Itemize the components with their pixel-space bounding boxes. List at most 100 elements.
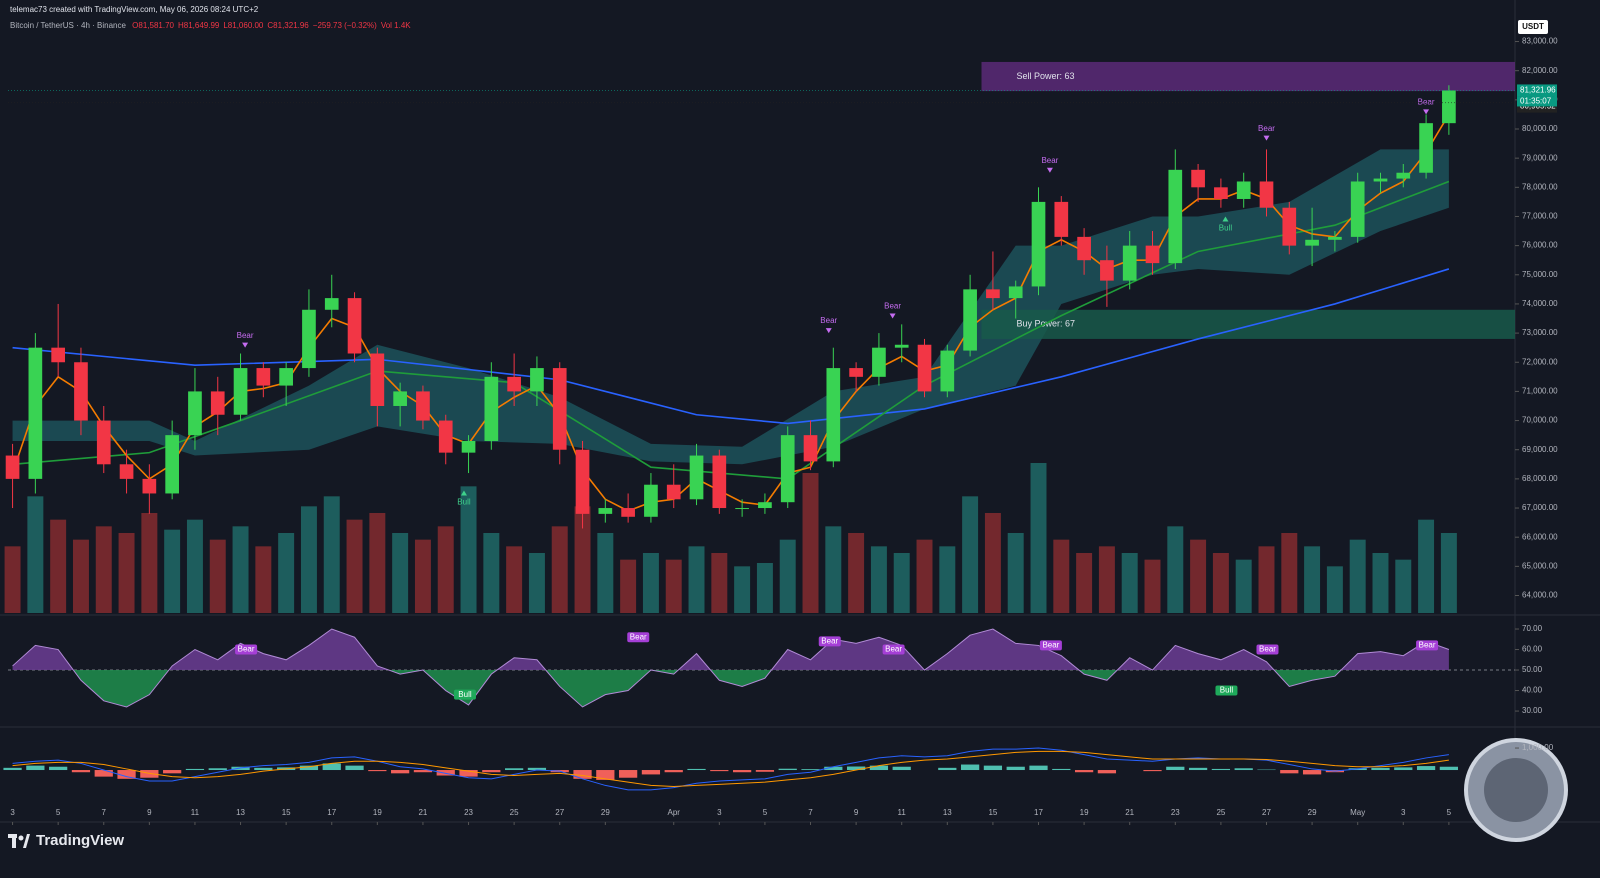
x-tick-label: 11 (191, 808, 200, 817)
x-tick-label: 23 (1171, 808, 1180, 817)
macd-bar (482, 770, 501, 773)
volume-bar (1121, 553, 1138, 613)
volume-bar (916, 539, 933, 613)
y-tick-label: 72,000.00 (1522, 357, 1558, 366)
macd-bar (299, 765, 319, 771)
volume-bar (574, 506, 591, 613)
signal-marker (460, 490, 467, 496)
y-tick-label: 65,000.00 (1522, 561, 1558, 570)
macd-bar (1166, 766, 1185, 771)
candle-body (51, 347, 65, 363)
macd-bar (619, 770, 638, 778)
x-tick-label: 23 (464, 808, 473, 817)
macd-bar (368, 770, 387, 772)
candle-body (210, 391, 225, 415)
macd-bar (1394, 767, 1413, 771)
macd-bar (322, 763, 341, 771)
volume-bar (848, 533, 865, 613)
x-tick-label: 13 (943, 808, 952, 817)
macd-bar (1097, 770, 1117, 774)
candle-body (1305, 239, 1319, 246)
signal-label: Bear (1418, 98, 1435, 107)
candle-body (74, 362, 88, 421)
y-tick-label: 80,000.00 (1522, 124, 1558, 133)
x-tick-label: 15 (988, 808, 997, 817)
ohlc-value: Vol 1.4K (380, 21, 411, 30)
candle-body (302, 309, 316, 369)
candle-body (1373, 178, 1388, 182)
volume-bar (1007, 533, 1024, 613)
volume-bar (597, 533, 614, 613)
signal-label: Bull (458, 690, 472, 699)
x-tick-label: 5 (1447, 808, 1452, 817)
candle-body (5, 455, 20, 479)
volume-bar (528, 553, 545, 613)
signal-marker (1263, 135, 1270, 141)
brand-name: TradingView (36, 832, 125, 849)
candle-body (256, 368, 271, 386)
x-tick-label: May (1350, 808, 1365, 817)
volume-bar (756, 563, 773, 613)
y-tick-label: 77,000.00 (1522, 212, 1558, 221)
candle-body (1191, 169, 1205, 188)
candle-body (1236, 181, 1251, 199)
volume-bar (825, 526, 842, 613)
macd-bar (1188, 767, 1208, 771)
volume-bar (779, 539, 796, 613)
x-tick-label: 9 (147, 808, 152, 817)
macd-bar (527, 767, 547, 771)
macd-bar (1302, 770, 1322, 775)
macd-bar (1074, 770, 1094, 773)
candle-body (484, 376, 499, 441)
macd-bar (869, 765, 889, 771)
currency: USDT (1522, 22, 1544, 31)
volume-bar (734, 566, 751, 613)
signal-badge (1039, 640, 1062, 651)
candle-body (1077, 236, 1091, 261)
signal-label: Bear (630, 632, 647, 641)
volume-bar (1418, 519, 1435, 613)
signal-label: Bear (885, 645, 902, 654)
macd-bar (710, 770, 729, 772)
macd-bar (436, 770, 455, 776)
volume-bar (346, 519, 363, 613)
volume-bar (1076, 553, 1093, 613)
y-tick-label: 30.00 (1522, 706, 1543, 715)
candle-body (1350, 181, 1365, 237)
candle-body (530, 368, 544, 392)
volume-bar (939, 546, 956, 613)
macd-bar (71, 770, 91, 773)
volume-bar (1304, 546, 1321, 613)
x-tick-label: 11 (898, 808, 907, 817)
candle-body (872, 347, 886, 377)
candle-body (1282, 207, 1297, 246)
volume-bar (506, 546, 523, 613)
signal-badge (818, 636, 841, 647)
signal-label: Bear (820, 316, 837, 325)
macd-bar (1029, 765, 1048, 771)
macd-bar (140, 770, 159, 778)
signal-marker (1222, 216, 1229, 222)
y-tick-label: 79,000.00 (1522, 153, 1558, 162)
volume-bar (27, 496, 44, 613)
rsi-area-up (12, 629, 1449, 671)
volume-bar (141, 513, 158, 613)
y-tick-label: 68,000.00 (1522, 474, 1558, 483)
moving-average (12, 268, 1450, 425)
candle-body (279, 368, 293, 386)
macd-bar (1439, 766, 1459, 771)
volume-bar (72, 539, 89, 613)
candle-body (1031, 201, 1046, 287)
macd-bar (892, 766, 911, 771)
macd-bar (49, 766, 68, 771)
candle-body (96, 420, 111, 465)
volume-bar (232, 526, 249, 613)
cloud (12, 149, 1449, 465)
volume-bar (483, 533, 500, 613)
signal-label: Bull (1220, 686, 1234, 695)
power-zone (981, 309, 1515, 339)
volume-bar (665, 559, 682, 613)
signal-label: Bear (1258, 124, 1275, 133)
macd-bar (1052, 768, 1071, 771)
